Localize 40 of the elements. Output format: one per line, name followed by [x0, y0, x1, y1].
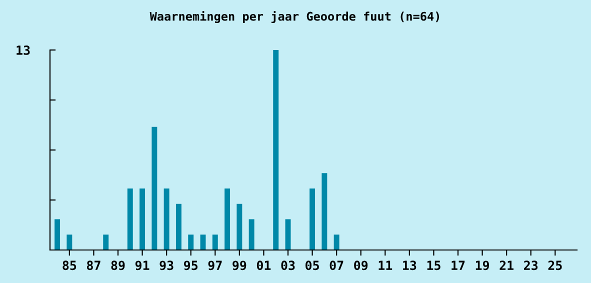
bar	[188, 234, 194, 250]
x-tick-label: 05	[306, 260, 319, 270]
x-tick-label: 25	[548, 260, 562, 270]
x-tick-label: 95	[184, 260, 198, 270]
x-tick-label: 15	[427, 260, 440, 270]
x-tick-label: 23	[524, 260, 538, 270]
x-tick-label: 03	[281, 260, 295, 270]
bar	[152, 126, 158, 250]
x-tick-label: 11	[378, 260, 392, 270]
bar	[164, 188, 170, 250]
bar	[236, 204, 242, 250]
bar	[224, 188, 230, 250]
bar	[54, 219, 60, 250]
bar	[285, 219, 291, 250]
bar	[273, 50, 279, 250]
x-tick-label: 97	[208, 260, 222, 270]
x-tick-label: 89	[111, 260, 125, 270]
x-tick-label: 85	[62, 260, 76, 270]
x-tick-label: 21	[500, 260, 514, 270]
bar	[66, 234, 72, 250]
x-tick-label: 13	[403, 260, 416, 270]
x-tick-label: 19	[476, 260, 490, 270]
bar	[140, 188, 146, 250]
x-tick-label: 99	[232, 260, 246, 270]
bar	[248, 219, 254, 250]
bar	[322, 173, 328, 250]
bar	[127, 188, 133, 250]
bar	[212, 234, 218, 250]
x-tick-label: 91	[135, 260, 150, 270]
x-tick-label: 09	[354, 260, 368, 270]
bar	[334, 234, 340, 250]
x-tick-label: 07	[330, 260, 344, 270]
bar	[176, 204, 182, 250]
chart-title: Waarnemingen per jaar Geoorde fuut (n=64)	[150, 10, 439, 24]
x-tick-label: 01	[256, 260, 271, 270]
x-tick-label: 17	[452, 260, 465, 270]
x-tick-label: 87	[86, 260, 100, 270]
x-tick-label: 93	[160, 260, 174, 270]
bar	[310, 188, 316, 250]
bar	[103, 234, 109, 250]
